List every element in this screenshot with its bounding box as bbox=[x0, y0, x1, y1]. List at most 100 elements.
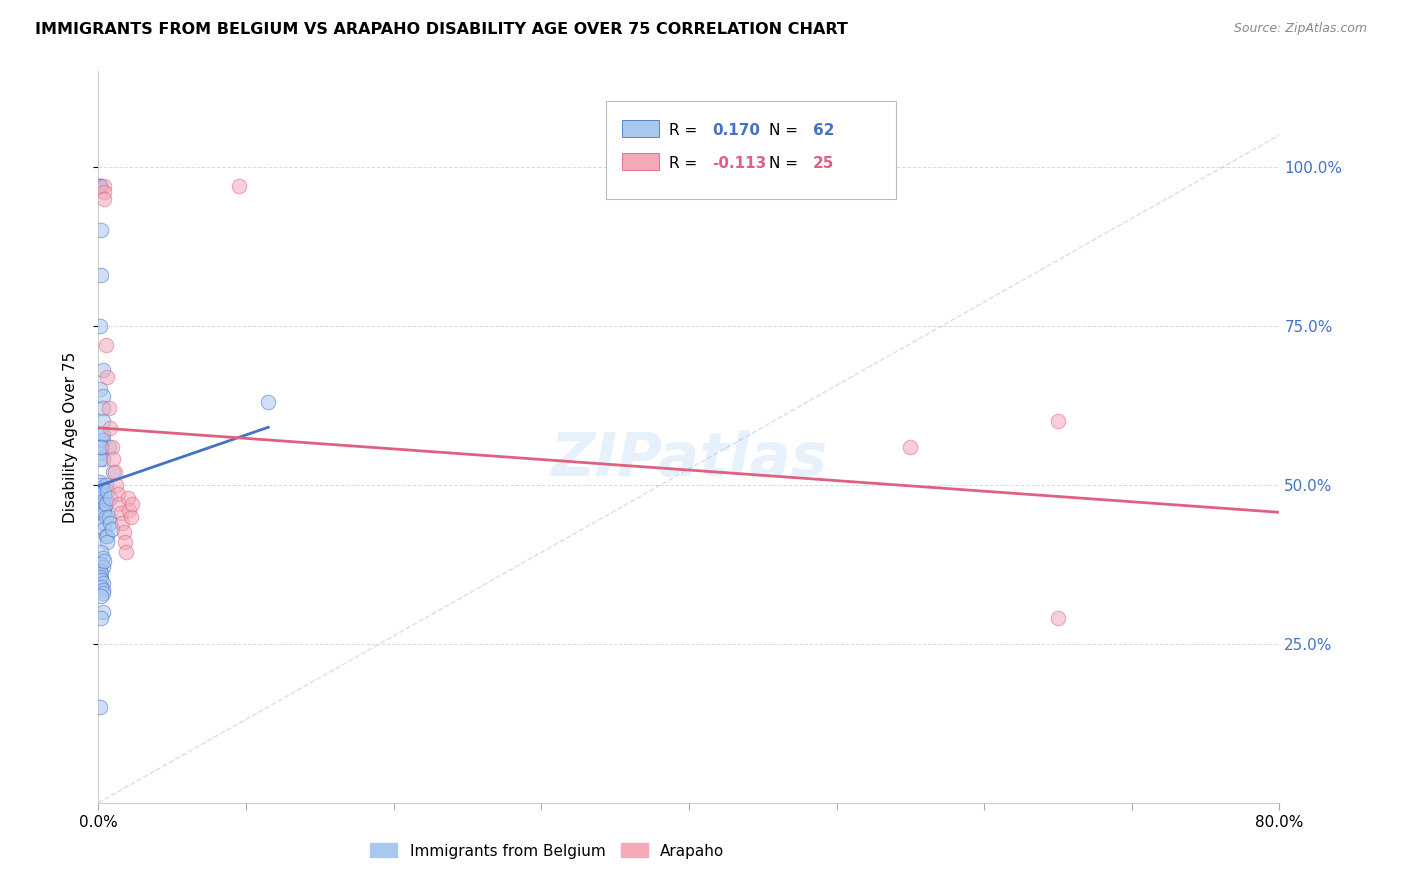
Point bbox=[89, 475, 111, 489]
Point bbox=[89, 383, 111, 397]
Point bbox=[98, 491, 121, 505]
Point bbox=[105, 477, 128, 491]
Point bbox=[117, 491, 139, 505]
Point bbox=[89, 178, 111, 193]
Point bbox=[90, 573, 112, 587]
Point bbox=[900, 440, 922, 454]
Point bbox=[90, 426, 112, 441]
Point bbox=[91, 389, 114, 403]
Point bbox=[90, 446, 112, 460]
Point bbox=[96, 484, 118, 499]
Point bbox=[90, 440, 112, 454]
Text: 62: 62 bbox=[813, 123, 834, 138]
Point bbox=[100, 522, 122, 536]
Point bbox=[90, 487, 112, 501]
Legend: Immigrants from Belgium, Arapaho: Immigrants from Belgium, Arapaho bbox=[364, 838, 731, 864]
Point bbox=[1046, 611, 1070, 625]
Text: R =: R = bbox=[669, 123, 702, 138]
Point bbox=[93, 500, 115, 514]
Text: -0.113: -0.113 bbox=[713, 156, 766, 171]
Point bbox=[90, 566, 112, 581]
Point bbox=[93, 192, 115, 206]
Point bbox=[91, 560, 114, 574]
Point bbox=[103, 452, 125, 467]
Point bbox=[89, 700, 111, 714]
Point bbox=[257, 395, 280, 409]
Point bbox=[111, 516, 134, 530]
Y-axis label: Disability Age Over 75: Disability Age Over 75 bbox=[63, 351, 77, 523]
Text: ZIPatlas: ZIPatlas bbox=[550, 430, 828, 489]
Point bbox=[91, 493, 114, 508]
Point bbox=[107, 487, 129, 501]
FancyBboxPatch shape bbox=[621, 120, 659, 137]
Point bbox=[120, 509, 142, 524]
Point bbox=[91, 401, 114, 416]
Point bbox=[97, 401, 120, 416]
Point bbox=[93, 522, 115, 536]
Point bbox=[93, 554, 115, 568]
Point bbox=[90, 580, 112, 594]
Point bbox=[91, 586, 114, 600]
Point bbox=[96, 535, 118, 549]
Point bbox=[94, 529, 117, 543]
Point bbox=[98, 420, 121, 434]
Text: N =: N = bbox=[769, 156, 803, 171]
Point bbox=[89, 178, 111, 193]
Point bbox=[90, 589, 112, 603]
Point bbox=[94, 497, 117, 511]
Point bbox=[93, 503, 115, 517]
Point bbox=[93, 507, 115, 521]
Point bbox=[89, 564, 111, 578]
Text: 0.170: 0.170 bbox=[713, 123, 761, 138]
Text: IMMIGRANTS FROM BELGIUM VS ARAPAHO DISABILITY AGE OVER 75 CORRELATION CHART: IMMIGRANTS FROM BELGIUM VS ARAPAHO DISAB… bbox=[35, 22, 848, 37]
Point bbox=[89, 481, 111, 495]
FancyBboxPatch shape bbox=[606, 101, 896, 200]
Point bbox=[90, 223, 112, 237]
Point bbox=[96, 369, 118, 384]
Point bbox=[90, 477, 112, 491]
Point bbox=[96, 529, 118, 543]
Point bbox=[97, 440, 120, 454]
Point bbox=[90, 544, 112, 558]
Point bbox=[112, 525, 135, 540]
Point bbox=[98, 516, 121, 530]
Text: R =: R = bbox=[669, 156, 702, 171]
Point bbox=[115, 544, 138, 558]
Point bbox=[94, 338, 117, 352]
Point bbox=[94, 509, 117, 524]
Point bbox=[91, 582, 114, 597]
Point bbox=[90, 268, 112, 282]
Point bbox=[91, 363, 114, 377]
Point bbox=[114, 535, 136, 549]
Text: Source: ZipAtlas.com: Source: ZipAtlas.com bbox=[1233, 22, 1367, 36]
Point bbox=[89, 318, 111, 333]
Point bbox=[103, 465, 125, 479]
Point bbox=[89, 452, 111, 467]
Point bbox=[91, 426, 114, 441]
Point bbox=[1046, 414, 1070, 428]
Point bbox=[94, 477, 117, 491]
Point bbox=[118, 503, 141, 517]
Point bbox=[91, 576, 114, 591]
Point bbox=[89, 570, 111, 584]
Point bbox=[90, 558, 112, 572]
Point bbox=[91, 434, 114, 448]
Point bbox=[121, 497, 143, 511]
Point bbox=[91, 414, 114, 428]
Point bbox=[110, 507, 132, 521]
Point bbox=[91, 605, 114, 619]
Text: N =: N = bbox=[769, 123, 803, 138]
Point bbox=[89, 178, 111, 193]
Text: 25: 25 bbox=[813, 156, 834, 171]
Point bbox=[90, 440, 112, 454]
Point bbox=[108, 497, 131, 511]
Point bbox=[97, 509, 120, 524]
FancyBboxPatch shape bbox=[621, 153, 659, 170]
Point bbox=[100, 440, 122, 454]
Point bbox=[104, 465, 127, 479]
Point bbox=[90, 611, 112, 625]
Point bbox=[93, 178, 115, 193]
Point bbox=[93, 516, 115, 530]
Point bbox=[90, 484, 112, 499]
Point bbox=[93, 185, 115, 199]
